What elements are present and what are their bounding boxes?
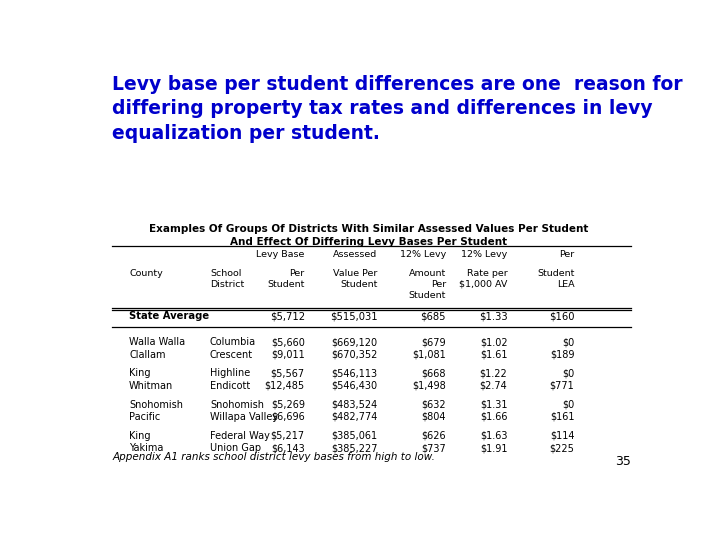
Text: $5,217: $5,217 — [271, 431, 305, 441]
Text: Appendix A1 ranks school district levy bases from high to low.: Appendix A1 ranks school district levy b… — [112, 452, 435, 462]
Text: $12,485: $12,485 — [265, 381, 305, 391]
Text: $626: $626 — [421, 431, 446, 441]
Text: $0: $0 — [562, 368, 575, 379]
Text: $670,352: $670,352 — [331, 349, 377, 360]
Text: $482,774: $482,774 — [331, 412, 377, 422]
Text: $804: $804 — [421, 412, 446, 422]
Text: $1.22: $1.22 — [480, 368, 508, 379]
Text: Walla Walla: Walla Walla — [129, 337, 185, 347]
Text: $114: $114 — [550, 431, 575, 441]
Text: $1,498: $1,498 — [413, 381, 446, 391]
Text: Assessed: Assessed — [333, 250, 377, 259]
Text: $679: $679 — [421, 337, 446, 347]
Text: $632: $632 — [421, 400, 446, 409]
Text: $1.66: $1.66 — [480, 412, 508, 422]
Text: Snohomish: Snohomish — [129, 400, 183, 409]
Text: $1.61: $1.61 — [480, 349, 508, 360]
Text: 12% Levy: 12% Levy — [400, 250, 446, 259]
Text: $2.74: $2.74 — [480, 381, 508, 391]
Text: $6,143: $6,143 — [271, 443, 305, 453]
Text: Student
LEA: Student LEA — [537, 268, 575, 289]
Text: $771: $771 — [549, 381, 575, 391]
Text: $1.63: $1.63 — [480, 431, 508, 441]
Text: $0: $0 — [562, 400, 575, 409]
Text: Crescent: Crescent — [210, 349, 253, 360]
Text: King: King — [129, 431, 150, 441]
Text: Levy Base: Levy Base — [256, 250, 305, 259]
Text: Per: Per — [559, 250, 575, 259]
Text: Pacific: Pacific — [129, 412, 161, 422]
Text: $1.31: $1.31 — [480, 400, 508, 409]
Text: Clallam: Clallam — [129, 349, 166, 360]
Text: $515,031: $515,031 — [330, 312, 377, 321]
Text: Endicott: Endicott — [210, 381, 251, 391]
Text: Yakima: Yakima — [129, 443, 163, 453]
Text: County: County — [129, 268, 163, 278]
Text: $5,567: $5,567 — [271, 368, 305, 379]
Text: $5,660: $5,660 — [271, 337, 305, 347]
Text: 12% Levy: 12% Levy — [461, 250, 508, 259]
Text: $1,081: $1,081 — [413, 349, 446, 360]
Text: Value Per
Student: Value Per Student — [333, 268, 377, 289]
Text: Whitman: Whitman — [129, 381, 174, 391]
Text: $685: $685 — [420, 312, 446, 321]
Text: $385,227: $385,227 — [331, 443, 377, 453]
Text: $546,430: $546,430 — [331, 381, 377, 391]
Text: Willapa Valley: Willapa Valley — [210, 412, 278, 422]
Text: Columbia: Columbia — [210, 337, 256, 347]
Text: $483,524: $483,524 — [331, 400, 377, 409]
Text: Levy base per student differences are one  reason for
differing property tax rat: Levy base per student differences are on… — [112, 75, 683, 143]
Text: $5,712: $5,712 — [270, 312, 305, 321]
Text: School
District: School District — [210, 268, 244, 289]
Text: $1.02: $1.02 — [480, 337, 508, 347]
Text: $668: $668 — [421, 368, 446, 379]
Text: Highline: Highline — [210, 368, 251, 379]
Text: $385,061: $385,061 — [331, 431, 377, 441]
Text: $737: $737 — [421, 443, 446, 453]
Text: Union Gap: Union Gap — [210, 443, 261, 453]
Text: $160: $160 — [549, 312, 575, 321]
Text: $9,011: $9,011 — [271, 349, 305, 360]
Text: Per
Student: Per Student — [267, 268, 305, 289]
Text: $161: $161 — [550, 412, 575, 422]
Text: $1.33: $1.33 — [479, 312, 508, 321]
Text: Federal Way: Federal Way — [210, 431, 270, 441]
Text: King: King — [129, 368, 150, 379]
Text: $189: $189 — [550, 349, 575, 360]
Text: $5,269: $5,269 — [271, 400, 305, 409]
Text: $546,113: $546,113 — [331, 368, 377, 379]
Text: Examples Of Groups Of Districts With Similar Assessed Values Per Student
And Eff: Examples Of Groups Of Districts With Sim… — [149, 224, 589, 247]
Text: $6,696: $6,696 — [271, 412, 305, 422]
Text: $1.91: $1.91 — [480, 443, 508, 453]
Text: $0: $0 — [562, 337, 575, 347]
Text: Snohomish: Snohomish — [210, 400, 264, 409]
Text: Rate per
$1,000 AV: Rate per $1,000 AV — [459, 268, 508, 289]
Text: $669,120: $669,120 — [331, 337, 377, 347]
Text: 35: 35 — [616, 455, 631, 468]
Text: State Average: State Average — [129, 312, 210, 321]
Text: $225: $225 — [549, 443, 575, 453]
Text: Amount
Per
Student: Amount Per Student — [409, 268, 446, 300]
